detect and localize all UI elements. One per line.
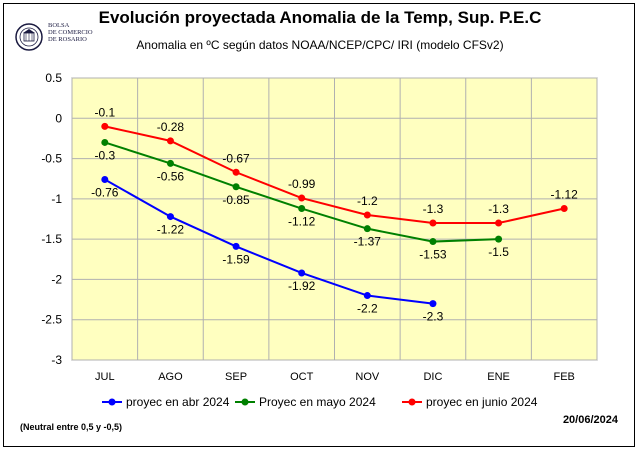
data-label: -1.3 (423, 202, 444, 216)
y-tick-label: 0 (55, 111, 62, 125)
data-point (363, 225, 371, 233)
x-tick-label: OCT (290, 371, 314, 383)
x-tick-label: JUL (95, 371, 115, 383)
data-point (429, 219, 437, 227)
y-tick-label: -1 (51, 192, 62, 206)
data-label: -2.2 (357, 302, 378, 316)
data-point (495, 235, 503, 243)
data-label: -0.67 (222, 151, 250, 165)
data-point (363, 292, 371, 300)
data-label: -1.53 (419, 248, 447, 262)
x-tick-label: DIC (423, 371, 442, 383)
y-tick-label: -3 (51, 353, 62, 367)
data-label: -1.5 (488, 245, 509, 259)
data-point (166, 213, 174, 221)
data-point (429, 300, 437, 308)
logo-line-1: BOLSA (48, 22, 70, 29)
data-point (232, 183, 240, 191)
data-point (298, 269, 306, 277)
data-point (166, 159, 174, 167)
legend-label: proyec en abr 2024 (126, 395, 230, 409)
data-point (560, 205, 568, 213)
series-line (104, 178, 434, 305)
legend-marker (241, 398, 249, 406)
legend-marker (108, 398, 116, 406)
data-label: -0.3 (94, 148, 115, 162)
data-label: -0.28 (157, 120, 185, 134)
y-tick-label: -1.5 (41, 232, 62, 246)
data-label: -1.12 (551, 188, 579, 202)
neutral-range-note: (Neutral entre 0,5 y -0,5) (20, 422, 123, 432)
series-line (104, 125, 565, 225)
data-label: -1.12 (288, 215, 316, 229)
data-point (298, 205, 306, 213)
chart-title: Evolución proyectada Anomalia de la Temp… (98, 8, 542, 27)
data-point (101, 176, 109, 184)
data-label: -2.3 (423, 310, 444, 324)
bolsa-de-comercio-seal-icon (15, 23, 43, 51)
data-point (232, 168, 240, 176)
data-point (363, 211, 371, 219)
logo-line-2: DE COMERCIO (48, 29, 93, 36)
data-point (429, 238, 437, 246)
data-point (101, 138, 109, 146)
data-label: -1.3 (488, 202, 509, 216)
data-label: -0.85 (222, 193, 250, 207)
y-tick-label: -2 (51, 272, 62, 286)
data-label: -1.2 (357, 194, 378, 208)
report-date: 20/06/2024 (562, 414, 618, 426)
x-tick-label: SEP (225, 371, 247, 383)
data-label: -0.76 (91, 186, 119, 200)
data-label: -0.1 (94, 105, 115, 119)
chart-subtitle: Anomalia en ºC según datos NOAA/NCEP/CPC… (136, 38, 504, 52)
x-tick-label: ENE (487, 371, 510, 383)
data-point (101, 122, 109, 130)
data-label: -1.37 (354, 235, 382, 249)
data-label: -1.92 (288, 279, 316, 293)
logo: BOLSA DE COMERCIO DE ROSARIO (14, 22, 124, 52)
data-label: -0.56 (157, 169, 185, 183)
logo-text: BOLSA DE COMERCIO DE ROSARIO (48, 22, 93, 43)
y-tick-label: 0.5 (45, 71, 62, 85)
x-tick-label: FEB (553, 371, 574, 383)
legend-label: proyec en junio 2024 (426, 395, 538, 409)
y-tick-label: -2.5 (41, 313, 62, 327)
data-label: -0.99 (288, 177, 316, 191)
data-point (166, 137, 174, 145)
legend-label: Proyec en mayo 2024 (259, 395, 376, 409)
data-label: -1.22 (157, 223, 185, 237)
data-label: -1.59 (222, 252, 250, 266)
logo-line-3: DE ROSARIO (48, 36, 87, 43)
data-point (232, 242, 240, 250)
x-tick-label: AGO (158, 371, 183, 383)
y-tick-label: -0.5 (41, 152, 62, 166)
data-point (298, 194, 306, 202)
x-tick-label: NOV (355, 371, 380, 383)
legend-marker (408, 398, 416, 406)
data-point (495, 219, 503, 227)
